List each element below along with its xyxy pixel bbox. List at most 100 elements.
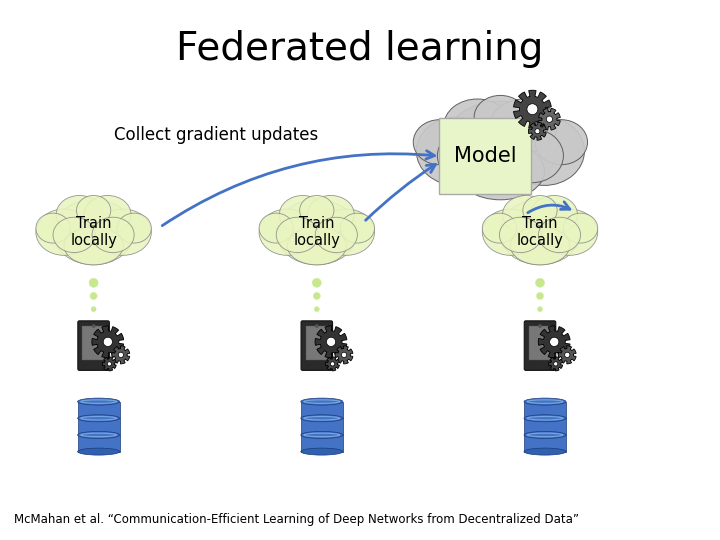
Polygon shape [112,346,130,364]
Polygon shape [539,109,560,130]
Bar [524,435,566,451]
Ellipse shape [78,398,120,405]
Ellipse shape [510,227,570,265]
Ellipse shape [36,213,71,243]
Circle shape [312,278,321,287]
FancyBboxPatch shape [301,321,333,370]
Text: Train
locally: Train locally [70,216,117,248]
Circle shape [538,324,542,328]
Circle shape [341,352,347,357]
Polygon shape [92,326,124,358]
Ellipse shape [95,209,151,255]
Circle shape [549,338,559,347]
Text: Federated learning: Federated learning [176,30,544,68]
Circle shape [564,352,570,357]
Polygon shape [325,357,339,371]
Circle shape [107,362,112,366]
Ellipse shape [301,448,343,455]
Polygon shape [558,346,576,364]
Ellipse shape [541,209,598,255]
Ellipse shape [524,398,566,405]
Bar [524,402,566,418]
Ellipse shape [500,200,580,265]
Text: Model: Model [454,146,517,166]
Ellipse shape [482,209,539,255]
Ellipse shape [437,129,500,183]
Ellipse shape [117,213,151,243]
Text: McMahan et al. “Communication-Efficient Learning of Deep Networks from Decentral: McMahan et al. “Communication-Efficient … [14,514,580,526]
Ellipse shape [456,142,544,200]
Circle shape [326,338,336,347]
Circle shape [535,129,540,134]
Ellipse shape [279,195,326,234]
Ellipse shape [64,227,123,265]
Ellipse shape [340,213,374,243]
Circle shape [315,307,319,312]
Ellipse shape [76,195,111,225]
Ellipse shape [56,195,103,234]
Bar [301,435,343,451]
Ellipse shape [443,101,558,191]
Circle shape [538,307,542,312]
FancyBboxPatch shape [439,118,531,194]
Bar [83,326,104,360]
Ellipse shape [524,415,566,422]
Polygon shape [335,346,353,364]
Text: Train
locally: Train locally [293,216,341,248]
FancyBboxPatch shape [524,321,556,370]
Circle shape [315,324,319,328]
Ellipse shape [524,431,566,438]
Ellipse shape [78,431,120,438]
Ellipse shape [276,200,357,265]
Polygon shape [315,326,347,358]
Polygon shape [539,326,570,358]
Ellipse shape [413,120,466,165]
Text: Train
locally: Train locally [516,216,564,248]
Circle shape [90,293,97,300]
Ellipse shape [490,99,557,153]
Ellipse shape [301,398,343,405]
Ellipse shape [315,217,357,253]
Ellipse shape [500,217,541,253]
Ellipse shape [307,195,354,234]
Bar [301,402,343,418]
Ellipse shape [36,209,92,255]
Ellipse shape [259,213,294,243]
Circle shape [536,293,544,300]
Ellipse shape [416,117,496,185]
Ellipse shape [78,415,120,422]
Polygon shape [513,90,552,128]
Bar [78,418,120,435]
Ellipse shape [564,213,598,243]
Circle shape [118,352,124,357]
Circle shape [91,324,96,328]
Ellipse shape [287,227,346,265]
Ellipse shape [78,448,120,455]
Ellipse shape [444,99,511,153]
Bar [78,435,120,451]
Polygon shape [102,357,116,371]
Ellipse shape [276,217,318,253]
Circle shape [527,104,538,114]
Circle shape [91,307,96,312]
Bar [306,326,328,360]
Ellipse shape [539,217,580,253]
Ellipse shape [474,96,526,139]
Polygon shape [549,357,562,371]
Circle shape [89,278,98,287]
Ellipse shape [500,129,564,183]
Bar [529,326,551,360]
Bar [524,418,566,435]
Ellipse shape [53,200,134,265]
Ellipse shape [503,195,549,234]
Polygon shape [528,122,546,140]
Ellipse shape [92,217,134,253]
Ellipse shape [301,415,343,422]
Text: Collect gradient updates: Collect gradient updates [114,126,318,144]
Circle shape [330,362,335,366]
Ellipse shape [524,448,566,455]
Ellipse shape [531,195,577,234]
Ellipse shape [505,117,585,185]
Ellipse shape [259,209,315,255]
Ellipse shape [535,120,588,165]
